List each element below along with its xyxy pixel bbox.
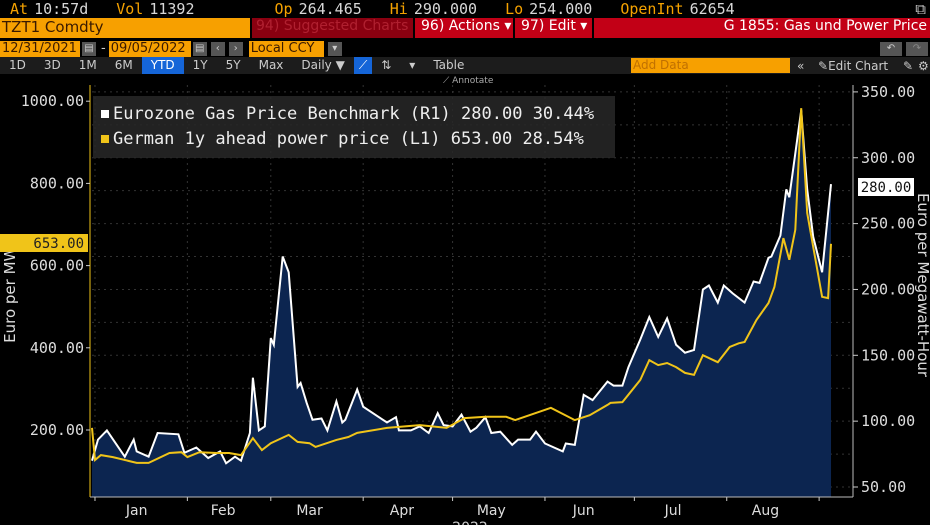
legend-power-last: 653.00 bbox=[450, 129, 513, 149]
edit-menu[interactable]: 97) Edit ▾ bbox=[515, 18, 592, 38]
gas-legend-marker bbox=[101, 110, 109, 118]
range-5y[interactable]: 5Y bbox=[225, 58, 241, 72]
start-calendar-icon[interactable]: ▤ bbox=[82, 41, 96, 56]
power-last-value-tag-bg bbox=[0, 234, 88, 252]
left-tick-label: 200.00 bbox=[30, 421, 84, 439]
suggested-charts-button[interactable]: 94) Suggested Charts bbox=[252, 18, 413, 38]
left-tick-label: 400.00 bbox=[30, 339, 84, 357]
lo-label: Lo bbox=[505, 0, 524, 18]
quote-bar: At 10:57d Vol 11392 Op 264.465 Hi 290.000 Lo… bbox=[0, 0, 930, 18]
month-label: Jul bbox=[664, 503, 682, 519]
chart-legend: Eurozone Gas Price Benchmark (R1) 280.00… bbox=[93, 96, 615, 158]
end-calendar-icon[interactable]: ▤ bbox=[192, 41, 207, 56]
gas-area-fill bbox=[92, 110, 832, 498]
right-axis-label: Euro per Megawatt-Hour bbox=[914, 193, 930, 378]
month-label: Feb bbox=[211, 503, 236, 519]
end-date-field[interactable]: 09/05/2022 bbox=[108, 40, 191, 57]
power-legend-marker bbox=[101, 135, 109, 143]
month-label: Jun bbox=[572, 503, 595, 519]
popout-icon[interactable]: ⧉ bbox=[915, 0, 926, 18]
right-tick-label: 350.00 bbox=[861, 83, 915, 101]
range-3d[interactable]: 3D bbox=[43, 58, 61, 72]
range-1d[interactable]: 1D bbox=[9, 58, 26, 72]
left-tick-label: 800.00 bbox=[30, 174, 84, 192]
range-1y[interactable]: 1Y bbox=[192, 58, 208, 72]
lo-value: 254.000 bbox=[529, 0, 593, 18]
bar-chart-icon[interactable]: ⇅ bbox=[381, 58, 392, 72]
legend-gas-change: 30.44% bbox=[532, 104, 595, 124]
right-tick-label: 250.00 bbox=[861, 215, 915, 233]
right-tick-label: 200.00 bbox=[861, 280, 915, 298]
legend-power-change: 28.54% bbox=[522, 129, 584, 149]
redo-button[interactable]: ↷ bbox=[906, 41, 928, 56]
currency-dropdown-icon[interactable]: ▾ bbox=[327, 41, 342, 56]
command-bar: TZT1 Comdty 94) Suggested Charts 96) Act… bbox=[0, 18, 930, 38]
chart-type-dropdown-icon[interactable]: ▾ bbox=[409, 58, 416, 72]
start-date-field[interactable]: 12/31/2021 bbox=[0, 40, 80, 57]
right-tick-label: 100.00 bbox=[861, 412, 915, 430]
month-label: Aug bbox=[752, 503, 779, 519]
left-axis-label: Euro per MWh bbox=[1, 237, 19, 343]
range-1m[interactable]: 1M bbox=[78, 58, 97, 72]
range-toolbar: 1D 3D 1M 6M YTD 1Y 5Y Max Daily ▼ ⟋ ⇅ ▾ … bbox=[0, 57, 930, 74]
vol-label: Vol bbox=[116, 0, 144, 18]
range-6m[interactable]: 6M bbox=[114, 58, 133, 72]
x-axis-label: 2022 bbox=[452, 520, 488, 525]
left-tick-label: 600.00 bbox=[30, 257, 84, 275]
month-label: May bbox=[477, 503, 506, 519]
at-label: At bbox=[10, 0, 29, 18]
openint-value: 62654 bbox=[689, 0, 735, 18]
vol-value: 11392 bbox=[149, 0, 195, 18]
annotate-label: Annotate bbox=[452, 76, 494, 86]
month-label: Mar bbox=[296, 503, 323, 519]
date-separator: - bbox=[101, 41, 106, 56]
op-value: 264.465 bbox=[298, 0, 362, 18]
right-tick-label: 150.00 bbox=[861, 346, 915, 364]
hi-value: 290.000 bbox=[413, 0, 478, 18]
range-ytd[interactable]: YTD bbox=[141, 57, 184, 74]
legend-gas-last: 280.00 bbox=[461, 104, 523, 124]
gear-icon[interactable]: ⚙ bbox=[918, 58, 929, 73]
edit-chart-label: Edit Chart bbox=[828, 58, 889, 73]
hi-label: Hi bbox=[389, 0, 408, 18]
ticker-field[interactable]: TZT1 Comdty bbox=[0, 18, 250, 38]
chart-title: G 1855: Gas und Power Price bbox=[594, 18, 930, 38]
currency-select[interactable]: Local CCY bbox=[248, 40, 324, 57]
pencil-icon: ✎ bbox=[818, 58, 829, 73]
left-tick-label: 1000.00 bbox=[21, 92, 84, 110]
op-label: Op bbox=[274, 0, 293, 18]
legend-gas-name: Eurozone Gas Price Benchmark (R1) bbox=[113, 104, 451, 124]
edit-chart-button[interactable]: ✎Edit Chart bbox=[818, 59, 888, 73]
legend-item-power[interactable]: German 1y ahead power price (L1) 653.00 … bbox=[101, 127, 615, 152]
month-label: Jan bbox=[125, 503, 148, 519]
gas-last-value-tag-bg bbox=[858, 178, 914, 196]
line-chart-icon[interactable]: ⟋ bbox=[353, 57, 373, 74]
legend-power-name: German 1y ahead power price (L1) bbox=[113, 129, 441, 149]
legend-item-gas[interactable]: Eurozone Gas Price Benchmark (R1) 280.00… bbox=[101, 102, 615, 127]
annotate-bar: ⟋ Annotate bbox=[0, 75, 930, 87]
table-button[interactable]: Table bbox=[433, 58, 465, 72]
range-max[interactable]: Max bbox=[258, 58, 284, 72]
frequency-select[interactable]: Daily ▼ bbox=[301, 58, 345, 72]
gas-last-value-tag: 280.00 bbox=[861, 180, 912, 196]
add-data-field[interactable]: Add Data bbox=[631, 58, 790, 73]
right-tick-label: 300.00 bbox=[861, 149, 915, 167]
date-range-bar: 12/31/2021 ▤ - 09/05/2022 ▤ ‹ › Local CC… bbox=[0, 40, 930, 57]
power-price-line bbox=[91, 108, 832, 464]
annotate-edit-icon[interactable]: ✎ bbox=[903, 58, 914, 73]
annotate-button[interactable]: ⟋ Annotate bbox=[443, 76, 494, 86]
next-period-button[interactable]: › bbox=[228, 41, 243, 56]
at-value: 10:57d bbox=[34, 0, 89, 18]
openint-label: OpenInt bbox=[620, 0, 684, 18]
actions-menu[interactable]: 96) Actions ▾ bbox=[415, 18, 513, 38]
collapse-icon[interactable]: « bbox=[797, 58, 805, 73]
power-last-value-tag: 653.00 bbox=[33, 236, 84, 252]
gas-price-line bbox=[91, 110, 832, 465]
axes: 200.00 400.00 600.00 800.00 1000.00 50.00 100.… bbox=[21, 83, 915, 519]
prev-period-button[interactable]: ‹ bbox=[210, 41, 225, 56]
month-label: Apr bbox=[390, 503, 414, 519]
right-tick-label: 50.00 bbox=[861, 478, 906, 496]
undo-button[interactable]: ↶ bbox=[880, 41, 902, 56]
